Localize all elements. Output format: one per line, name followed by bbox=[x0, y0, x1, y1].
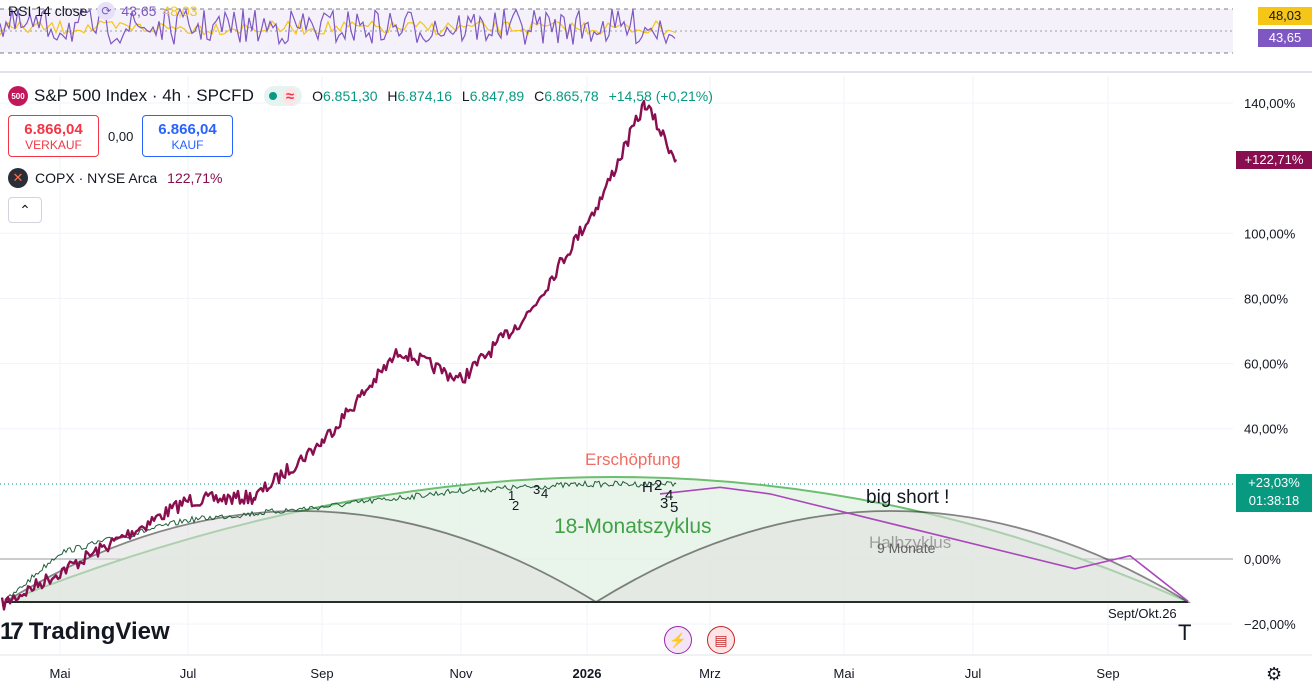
buy-label: KAUF bbox=[171, 137, 204, 152]
low-value: 6.847,89 bbox=[469, 88, 525, 104]
rsi-value: 43,65 bbox=[121, 3, 157, 19]
y-tick-label: −20,00% bbox=[1244, 617, 1296, 632]
tradingview-logo-text: TradingView bbox=[28, 618, 170, 645]
half-cycle-arc-1 bbox=[1, 510, 600, 603]
x-tick-label: Mrz bbox=[699, 666, 721, 681]
compare-legend[interactable]: ✕ COPX · NYSE Arca 122,71% bbox=[8, 168, 222, 188]
ohlc-readout: O6.851,30 H6.874,16 L6.847,89 C6.865,78 … bbox=[312, 88, 713, 104]
open-value: 6.851,30 bbox=[322, 88, 378, 104]
wave-label-2: 2 bbox=[512, 498, 519, 513]
market-open-dot-icon bbox=[268, 92, 277, 100]
y-tick-label: 100,00% bbox=[1244, 226, 1296, 241]
sell-price: 6.866,04 bbox=[24, 120, 83, 138]
x-tick-label: Jul bbox=[965, 666, 982, 681]
wave-label-h: H bbox=[642, 479, 653, 496]
close-value: 6.865,78 bbox=[544, 88, 599, 104]
lightning-event-icon[interactable]: ⚡ bbox=[664, 626, 692, 654]
rsi-legend[interactable]: RSI 14 close ⟳ 43,65 48,03 bbox=[8, 2, 197, 20]
rsi-ma-line bbox=[0, 19, 677, 37]
sell-button[interactable]: 6.866,04 VERKAUF bbox=[8, 115, 99, 157]
tradingview-mark-icon: 17 bbox=[0, 618, 24, 645]
wave-label-1: 1 bbox=[508, 488, 515, 503]
y-axis[interactable]: 140,00% 100,00% 80,00% 60,00% 40,00% 0,00% −20… bbox=[1244, 96, 1296, 632]
chevron-up-icon: ⌃ bbox=[19, 201, 31, 218]
market-status-pill[interactable]: ≈ bbox=[263, 86, 303, 106]
symbol-title[interactable]: S&P 500 Index · 4h · SPCFD bbox=[34, 86, 254, 105]
half-cycle-label: Halbzyklus bbox=[869, 533, 951, 552]
wave-icon: ≈ bbox=[282, 87, 298, 105]
tradingview-logo[interactable]: 17 TradingView bbox=[0, 618, 170, 646]
copx-series-line bbox=[0, 99, 678, 611]
half-cycle-arc-2 bbox=[592, 510, 1192, 603]
symbol-header: 500 S&P 500 Index · 4h · SPCFD ≈ O6.851,… bbox=[8, 86, 713, 106]
wave-label-3: 3 bbox=[533, 482, 540, 497]
countdown-tag: 01:38:18 bbox=[1248, 493, 1300, 508]
rsi-tag: 43,65 bbox=[1258, 29, 1312, 47]
x-tick-label: Sep bbox=[310, 666, 333, 681]
compare-label: COPX · NYSE Arca bbox=[35, 170, 158, 186]
x-axis[interactable]: Mai Jul Sep Nov 2026 Mrz Mai Jul Sep bbox=[50, 666, 1120, 681]
y-tick-label: 40,00% bbox=[1244, 422, 1289, 437]
wave-labels: 1 2 3 4 H 2 4 3 5 bbox=[508, 477, 678, 516]
cycle18-label: 18-Monatszyklus bbox=[554, 515, 712, 538]
x-tick-label: Jul bbox=[180, 666, 197, 681]
rsi-ma-value: 48,03 bbox=[162, 3, 198, 19]
us-flag-event-icon[interactable]: ▤ bbox=[707, 626, 735, 654]
spx-pct-tag: +23,03% bbox=[1248, 475, 1300, 490]
high-value: 6.874,16 bbox=[397, 88, 453, 104]
x-tick-label: Mai bbox=[834, 666, 855, 681]
y-tick-label: 140,00% bbox=[1244, 96, 1296, 111]
x-tick-label: Mai bbox=[50, 666, 71, 681]
wave-label-2b: 2 bbox=[654, 477, 662, 494]
copx-price-tag: +122,71% bbox=[1236, 151, 1312, 169]
projection-line bbox=[659, 486, 1189, 602]
x-tick-label: Nov bbox=[449, 666, 473, 681]
rsi-line bbox=[0, 7, 676, 46]
collapse-legend-button[interactable]: ⌃ bbox=[8, 197, 42, 223]
y-tick-label: 0,00% bbox=[1244, 552, 1281, 567]
target-date-label: Sept/Okt.26 bbox=[1108, 606, 1177, 621]
rsi-title: RSI 14 close bbox=[8, 3, 88, 19]
nine-months-label: 9 Monate bbox=[877, 540, 936, 556]
exhaustion-label: Erschöpfung bbox=[585, 450, 680, 469]
x-tick-label: Sep bbox=[1096, 666, 1119, 681]
target-t-right: T bbox=[1178, 620, 1191, 645]
compare-value: 122,71% bbox=[167, 170, 223, 186]
buy-price: 6.866,04 bbox=[158, 120, 217, 138]
wave-label-4b: 4 bbox=[665, 487, 673, 504]
y-tick-label: 60,00% bbox=[1244, 357, 1289, 372]
change-value: +14,58 (+0,21%) bbox=[608, 88, 713, 104]
buy-button[interactable]: 6.866,04 KAUF bbox=[142, 115, 233, 157]
rsi-ma-tag: 48,03 bbox=[1258, 7, 1312, 25]
refresh-icon[interactable]: ⟳ bbox=[97, 2, 116, 20]
spread-value: 0,00 bbox=[108, 129, 134, 144]
y-tick-label: 80,00% bbox=[1244, 291, 1289, 306]
spx-price-tag: +23,03% 01:38:18 bbox=[1236, 474, 1312, 512]
sell-label: VERKAUF bbox=[25, 137, 82, 152]
x-tick-label: 2026 bbox=[573, 666, 602, 681]
wave-label-3b: 3 bbox=[660, 495, 668, 512]
wave-label-4: 4 bbox=[541, 486, 548, 501]
copx-logo-icon: ✕ bbox=[8, 168, 28, 188]
big-short-label: big short ! bbox=[866, 487, 949, 508]
sp500-logo-icon: 500 bbox=[8, 86, 28, 106]
gear-icon[interactable]: ⚙ bbox=[1266, 664, 1283, 684]
wave-label-5: 5 bbox=[670, 499, 678, 516]
